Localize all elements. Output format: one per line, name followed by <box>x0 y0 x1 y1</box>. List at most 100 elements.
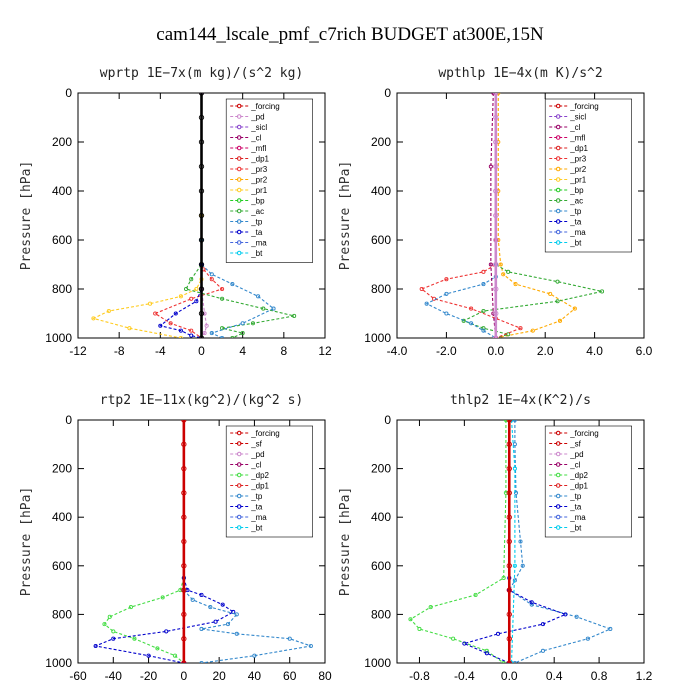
legend-entry: _pr1 <box>569 176 587 185</box>
chart-panel-4: thlp2 1E−4x(K^2)/s Pressure [hPa] 0 200 400 6… <box>338 393 653 683</box>
series-point <box>213 619 218 624</box>
series-point <box>111 636 116 641</box>
plot-frame <box>396 419 645 664</box>
series-line <box>462 577 567 663</box>
legend-entry: _sicl <box>569 113 586 122</box>
legend-marker <box>555 124 561 130</box>
series-point <box>469 306 474 311</box>
y-tick-label: 400 <box>371 510 391 524</box>
series-point <box>493 212 499 219</box>
series-point <box>220 296 225 301</box>
legend-entry: _bt <box>250 249 263 258</box>
series-point <box>102 622 107 627</box>
series-group <box>419 93 605 338</box>
series-point <box>181 611 187 618</box>
x-tick-label: -40 <box>105 669 123 683</box>
y-tick-label: 0 <box>65 86 72 100</box>
x-tick-label: 0.0 <box>487 344 504 358</box>
series-point <box>147 301 153 306</box>
series-point <box>462 641 467 646</box>
y-tick-label: 1000 <box>45 331 72 345</box>
series-point <box>506 514 512 520</box>
series-group <box>93 420 313 663</box>
series-point <box>513 282 518 287</box>
series-point <box>506 441 512 447</box>
legend-entry: _pd <box>250 113 264 122</box>
series-point <box>461 318 466 323</box>
legend-marker <box>236 240 242 245</box>
series-point <box>495 631 501 636</box>
series-line <box>183 589 312 663</box>
series-point <box>506 538 512 545</box>
legend-entry: _pd <box>569 450 583 459</box>
legend-entry: _bp <box>250 197 265 206</box>
series-point <box>292 313 297 319</box>
x-tick-label: 0 <box>198 344 205 358</box>
y-tick-label: 0 <box>384 413 391 427</box>
series-point <box>189 333 194 338</box>
series-point <box>599 289 605 294</box>
series-point <box>155 646 160 651</box>
legend-marker <box>236 514 242 520</box>
legend-entry: _cl <box>569 123 580 132</box>
x-tick-label: -4.0 <box>387 344 408 358</box>
series-point <box>198 286 205 292</box>
series-line <box>103 577 185 663</box>
series-point <box>230 282 235 287</box>
chart-panel-3: rtp2 1E−11x(kg^2)/(kg^2 s) Pressure [hPa]… <box>19 393 332 683</box>
series-point <box>106 308 111 314</box>
series-point <box>498 262 503 267</box>
x-tick-label: -0.4 <box>454 669 475 683</box>
series-point <box>198 188 205 194</box>
legend-entry: _forcing <box>569 429 598 438</box>
series-point <box>509 420 514 423</box>
series-point <box>557 318 563 323</box>
legend-marker <box>555 187 561 193</box>
series-point <box>181 563 187 569</box>
legend-entry: _ma <box>569 513 586 522</box>
series-line <box>462 240 603 338</box>
series-line <box>91 215 203 338</box>
series-point <box>540 622 546 627</box>
x-tick-label: -2.0 <box>436 344 457 358</box>
series-group <box>408 420 613 663</box>
panel-title: thlp2 1E−4x(K^2)/s <box>450 393 591 408</box>
series-point <box>181 636 187 642</box>
series-point <box>202 311 207 316</box>
y-axis-label: Pressure [hPa] <box>338 487 353 597</box>
series-line <box>495 93 576 338</box>
series-point <box>204 323 209 328</box>
series-point <box>173 311 178 316</box>
legend-marker <box>555 472 561 478</box>
series-point <box>469 321 474 326</box>
series-point <box>572 306 577 311</box>
x-tick-label: 60 <box>283 669 297 683</box>
legend-entry: _tp <box>569 492 582 501</box>
series-point <box>199 626 204 632</box>
series-point <box>506 636 512 642</box>
legend-entry: _forcing <box>250 102 279 111</box>
y-axis-label: Pressure [hPa] <box>338 161 353 271</box>
series-point <box>168 321 173 326</box>
series-point <box>240 331 245 336</box>
legend-marker <box>555 229 561 235</box>
series-point <box>261 306 266 311</box>
series-point <box>287 636 292 641</box>
legend-marker <box>555 525 561 530</box>
x-tick-label: -20 <box>140 669 158 683</box>
legend-marker <box>555 177 561 182</box>
series-point <box>563 612 568 617</box>
series-point <box>202 331 207 336</box>
series-point <box>424 301 429 306</box>
series-point <box>530 328 535 333</box>
series-point <box>520 563 525 568</box>
plot-frame <box>396 92 645 339</box>
legend-marker <box>555 493 561 499</box>
x-tick-label: 1.2 <box>636 669 653 683</box>
series-point <box>493 335 499 338</box>
series-point <box>518 326 523 331</box>
legend-marker <box>236 483 242 488</box>
legend-entry: _ta <box>250 503 263 512</box>
legend-marker <box>555 514 561 520</box>
